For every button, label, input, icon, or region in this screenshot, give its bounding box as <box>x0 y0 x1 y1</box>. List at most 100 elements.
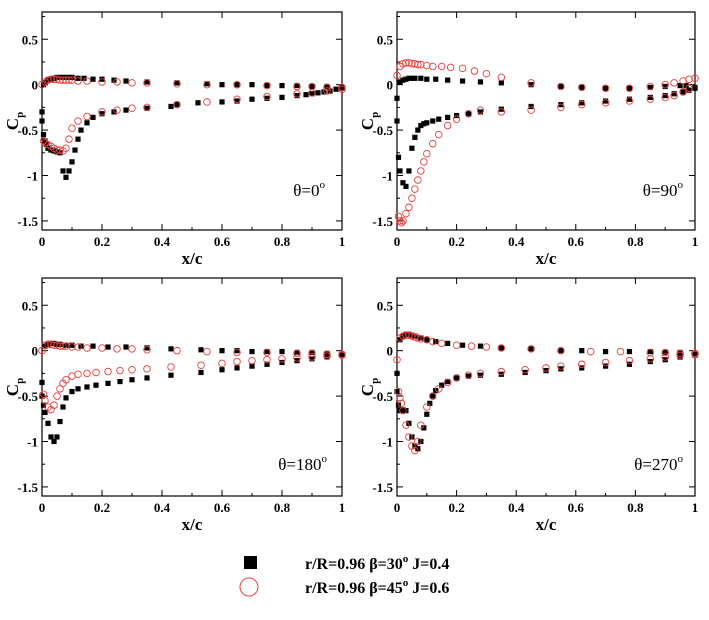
data-point-square <box>498 345 504 351</box>
data-point-circle <box>83 344 91 352</box>
data-point-circle <box>59 76 67 84</box>
data-point-circle <box>128 104 136 113</box>
x-tick-label: 0 <box>394 500 401 515</box>
data-point-square <box>42 138 48 144</box>
data-point-circle <box>429 62 437 71</box>
data-point-circle <box>263 81 271 90</box>
data-point-square <box>168 372 174 378</box>
data-point-circle <box>497 367 506 376</box>
data-point-square <box>219 367 225 373</box>
data-point-square <box>424 411 430 417</box>
data-point-circle <box>338 85 346 93</box>
x-tick-label: 1 <box>692 234 699 249</box>
data-point-circle <box>308 89 316 97</box>
x-tick-label: 0.4 <box>508 234 525 249</box>
data-point-circle <box>527 345 535 353</box>
data-point-square <box>498 106 504 112</box>
y-axis-label-main: C <box>358 118 377 130</box>
data-point-square <box>662 349 668 356</box>
data-point-circle <box>578 360 586 369</box>
data-point-square <box>39 109 45 115</box>
data-point-square <box>72 147 78 153</box>
panel-annotation: θ=180o <box>278 453 327 474</box>
data-point-square <box>39 118 45 124</box>
data-point-square <box>123 78 129 84</box>
data-point-square <box>394 388 400 395</box>
data-point-square <box>498 80 504 86</box>
data-point-circle <box>557 82 565 91</box>
data-point-circle <box>405 203 413 212</box>
x-axis-label: x/c <box>182 249 203 268</box>
data-point-circle <box>113 345 121 353</box>
data-point-circle <box>323 352 331 360</box>
data-point-square <box>427 400 433 406</box>
data-point-circle <box>323 83 331 92</box>
data-point-square <box>279 82 285 89</box>
data-point-circle <box>39 137 48 145</box>
data-point-circle <box>402 421 410 429</box>
legend-label-beta: β=45 <box>369 580 403 597</box>
data-point-square <box>406 168 412 174</box>
data-point-square <box>39 379 45 386</box>
data-point-circle <box>452 341 461 349</box>
data-point-circle <box>62 76 70 84</box>
data-point-square <box>69 342 75 348</box>
data-point-circle <box>173 80 181 88</box>
data-point-square <box>57 418 63 425</box>
data-point-square <box>465 373 472 379</box>
data-point-circle <box>393 356 401 364</box>
y-tick-label: -1 <box>382 435 393 450</box>
data-point-square <box>430 118 436 124</box>
data-point-circle <box>414 176 422 184</box>
data-point-circle <box>578 100 586 109</box>
data-point-square <box>409 75 415 81</box>
y-tick-label: 0 <box>387 78 394 93</box>
data-point-square <box>264 95 270 101</box>
x-tick-label: 0.8 <box>627 234 644 249</box>
data-point-square <box>477 109 484 115</box>
legend-label: r/R=0.96 β=30o J=0.4 <box>305 553 449 573</box>
data-point-square <box>39 393 45 399</box>
data-point-square <box>234 348 240 354</box>
data-point-square <box>69 159 75 165</box>
data-point-square <box>603 85 609 91</box>
legend-label-prefix: r/R=0.96 <box>305 580 369 597</box>
data-point-square <box>78 127 84 133</box>
data-point-circle <box>98 78 106 86</box>
data-point-circle <box>128 79 136 87</box>
data-point-circle <box>670 79 678 87</box>
series-s2 <box>393 59 699 227</box>
data-point-square <box>168 103 174 110</box>
data-point-circle <box>476 106 485 114</box>
x-tick-label: 0 <box>39 500 46 515</box>
x-tick-label: 0.8 <box>274 500 291 515</box>
data-point-circle <box>143 365 151 373</box>
x-tick-label: 0.2 <box>94 500 110 515</box>
data-point-circle <box>50 401 58 409</box>
data-point-circle <box>263 356 271 364</box>
panel-2: 0 0.2 0.4 0.6 0.8 1 0.5 0 -0.5 -1 -1.5 x/c Cp θ=180o <box>3 277 346 534</box>
data-point-circle <box>68 76 76 84</box>
data-point-circle <box>405 433 413 441</box>
data-point-square <box>647 348 653 355</box>
data-point-square <box>81 75 87 81</box>
data-point-square <box>424 337 430 343</box>
data-point-square <box>309 349 315 356</box>
y-axis-label: Cp <box>358 112 381 130</box>
x-axis-label: x/c <box>536 249 557 268</box>
data-point-square <box>60 74 66 80</box>
data-point-circle <box>423 403 431 411</box>
panel-annotation-sup: o <box>678 453 684 465</box>
y-tick-label: -1 <box>382 169 393 184</box>
x-tick-label: 0.8 <box>627 500 644 515</box>
data-point-circle <box>464 371 473 379</box>
data-point-square <box>626 85 633 91</box>
data-point-circle <box>50 75 58 83</box>
y-axis-label: Cp <box>3 378 26 396</box>
data-point-square <box>294 349 300 356</box>
data-point-square <box>692 85 698 91</box>
data-point-square <box>60 168 66 174</box>
data-point-circle <box>56 76 64 84</box>
data-point-square <box>219 99 225 105</box>
x-tick-label: 0.2 <box>448 234 464 249</box>
